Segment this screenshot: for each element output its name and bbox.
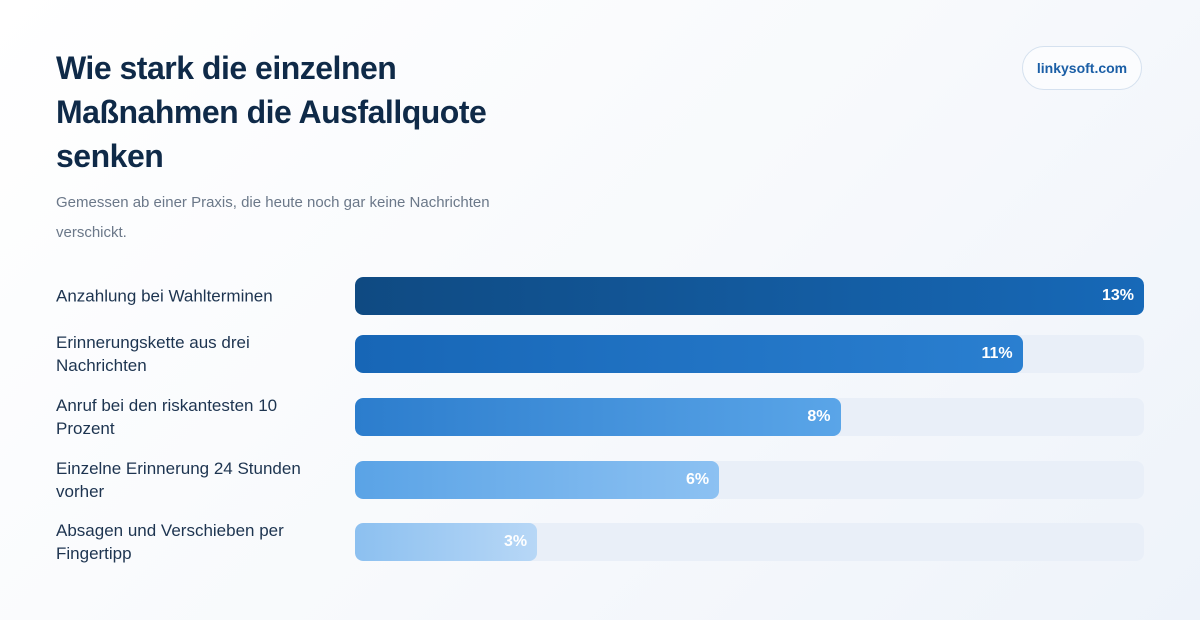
bar-row: Anzahlung bei Wahlterminen 13% [0,276,1200,316]
bar-value-label: 6% [686,471,710,488]
bar: 8% [355,398,841,436]
bar-row: Erinnerungskette aus drei Nachrichten 11% [0,333,1200,375]
bar-track: 8% [355,398,1144,436]
bar: 11% [355,335,1023,373]
category-label: Anzahlung bei Wahlterminen [56,286,273,306]
chart-subtitle: Gemessen ab einer Praxis, die heute noch… [56,194,490,241]
bar-row: Absagen und Verschieben per Fingertipp 3% [0,521,1200,563]
bar-row: Einzelne Erinnerung 24 Stunden vorher 6% [0,459,1200,501]
bar-value-label: 3% [503,533,528,550]
bar: 3% [355,523,538,561]
bar-track: 3% [355,523,1144,561]
bar: 6% [355,461,720,499]
bar: 13% [355,277,1144,315]
bar-track: 6% [355,461,1144,499]
category-label: Einzelne Erinnerung 24 Stunden vorher [56,459,301,501]
bar-value-label: 13% [1101,287,1134,304]
category-label: Absagen und Verschieben per Fingertipp [56,521,284,563]
bar-track: 11% [355,335,1144,373]
bar-value-label: 11% [981,345,1013,362]
bar-row: Anruf bei den riskantesten 10 Prozent 8% [0,396,1200,438]
bar-track: 13% [355,277,1144,315]
chart-title: Wie stark die einzelnen Maßnahmen die Au… [56,50,487,174]
category-label: Anruf bei den riskantesten 10 Prozent [56,396,278,438]
brand-badge[interactable]: linkysoft.com [1022,46,1142,90]
bar-value-label: 8% [807,408,831,425]
category-label: Erinnerungskette aus drei Nachrichten [56,333,250,375]
